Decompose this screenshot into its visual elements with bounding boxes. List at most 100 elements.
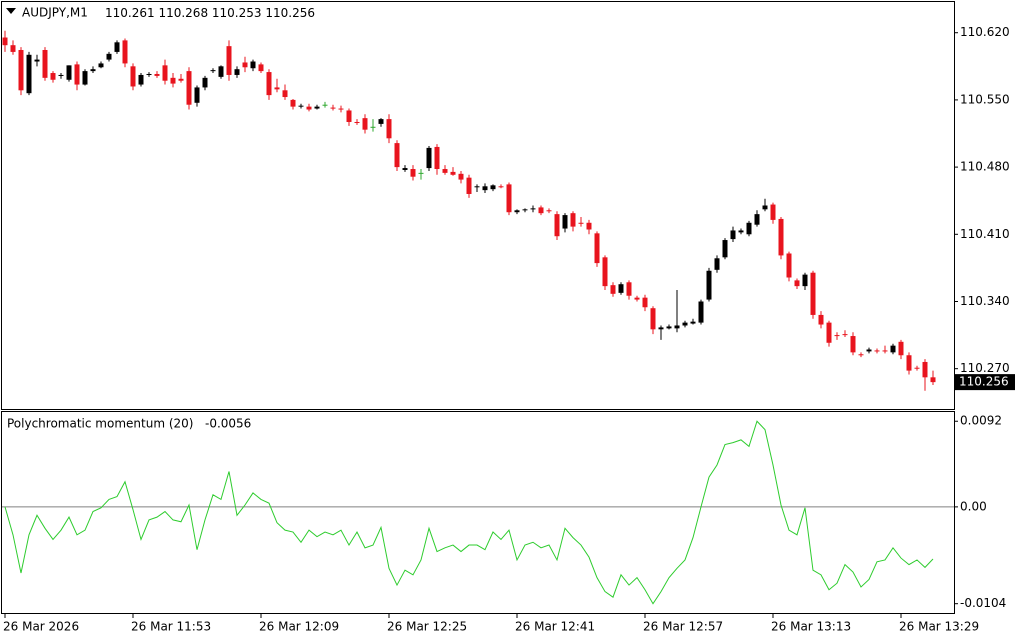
candle-body bbox=[138, 74, 144, 85]
last-price-box bbox=[955, 374, 1015, 391]
candle-body bbox=[594, 233, 600, 264]
candle-body bbox=[714, 258, 720, 270]
y-tick-label: 110.480 bbox=[960, 160, 1010, 174]
candle-body bbox=[50, 73, 56, 80]
candle-body bbox=[906, 355, 912, 371]
candle-body bbox=[586, 222, 592, 230]
candle-body bbox=[450, 171, 456, 175]
candle-body bbox=[322, 104, 328, 106]
ohlc-value: 110.268 bbox=[158, 6, 208, 20]
candle-body bbox=[178, 78, 184, 81]
symbol: AUDJPY,M1 bbox=[22, 6, 88, 20]
candle-body bbox=[338, 108, 344, 110]
candle-body bbox=[210, 70, 216, 72]
candle-body bbox=[434, 146, 440, 170]
candle-body bbox=[770, 204, 776, 220]
candle-body bbox=[370, 126, 376, 128]
candle-body bbox=[242, 62, 248, 68]
candle-body bbox=[226, 46, 232, 75]
x-tick-label: 26 Mar 13:13 bbox=[771, 620, 851, 634]
y-tick-label: 110.340 bbox=[960, 294, 1010, 308]
candle-body bbox=[898, 341, 904, 356]
candle-body bbox=[346, 110, 352, 122]
y-tick-label: 110.620 bbox=[960, 25, 1010, 39]
candle-body bbox=[698, 301, 704, 323]
candle-body bbox=[482, 186, 488, 191]
candle-body bbox=[834, 335, 840, 337]
candle-body bbox=[386, 119, 392, 139]
candle-body bbox=[306, 106, 312, 110]
candle-body bbox=[874, 350, 880, 352]
menu-arrow[interactable] bbox=[6, 8, 16, 14]
ohlc-value: 110.256 bbox=[265, 6, 315, 20]
candle-body bbox=[610, 285, 616, 294]
last-price-label: 110.256 bbox=[959, 375, 1009, 389]
candle-body bbox=[722, 240, 728, 258]
candle-body bbox=[218, 66, 224, 77]
candle-body bbox=[682, 322, 688, 326]
candle-body bbox=[602, 257, 608, 287]
candle-body bbox=[466, 177, 472, 194]
candle-body bbox=[26, 54, 32, 94]
candle-body bbox=[90, 69, 96, 72]
candle-body bbox=[258, 64, 264, 72]
candle-body bbox=[746, 222, 752, 235]
indicator-title: Polychromatic momentum (20) bbox=[7, 417, 193, 431]
candle-body bbox=[266, 72, 272, 96]
candle-body bbox=[626, 282, 632, 296]
candle-body bbox=[66, 65, 72, 80]
candle-body bbox=[914, 367, 920, 369]
candle-body bbox=[506, 184, 512, 213]
candle-body bbox=[106, 53, 112, 60]
candle-body bbox=[922, 361, 928, 378]
y-tick-label: 110.270 bbox=[960, 361, 1010, 375]
candle-body bbox=[858, 354, 864, 356]
candle-body bbox=[186, 71, 192, 105]
candle-body bbox=[930, 377, 936, 383]
candle-body bbox=[114, 42, 120, 52]
candle-body bbox=[842, 334, 848, 336]
candle-body bbox=[202, 77, 208, 88]
candle-body bbox=[786, 253, 792, 278]
candle-body bbox=[778, 218, 784, 256]
candle-body bbox=[818, 314, 824, 325]
candle-body bbox=[706, 270, 712, 300]
candle-body bbox=[2, 37, 8, 46]
candle-body bbox=[762, 205, 768, 210]
candle-body bbox=[522, 209, 528, 211]
candle-body bbox=[314, 106, 320, 109]
candle-body bbox=[730, 230, 736, 240]
x-tick-label: 26 Mar 12:41 bbox=[515, 620, 595, 634]
candle-body bbox=[362, 118, 368, 130]
candle-body bbox=[394, 143, 400, 168]
candle-body bbox=[170, 77, 176, 84]
candle-body bbox=[562, 215, 568, 229]
candle-body bbox=[514, 210, 520, 213]
ohlc-value: 110.261 bbox=[105, 6, 155, 20]
candle-body bbox=[658, 327, 664, 330]
candle-body bbox=[674, 325, 680, 329]
indicator-line bbox=[4, 420, 934, 605]
candle-body bbox=[418, 172, 424, 174]
candle-body bbox=[554, 214, 560, 237]
candle-body bbox=[10, 45, 16, 52]
candle-body bbox=[274, 87, 280, 90]
candle-body bbox=[642, 297, 648, 308]
candle-body bbox=[498, 186, 504, 188]
candle-body bbox=[58, 74, 64, 76]
candle-body bbox=[426, 147, 432, 169]
y-tick-label: 110.410 bbox=[960, 227, 1010, 241]
x-tick-label: 26 Mar 12:57 bbox=[643, 620, 723, 634]
candle-body bbox=[546, 210, 552, 212]
candle-body bbox=[194, 87, 200, 103]
indicator-panel bbox=[1, 411, 955, 614]
candle-body bbox=[34, 59, 40, 62]
candle-body bbox=[282, 90, 288, 98]
candle-body bbox=[794, 280, 800, 287]
candle-body bbox=[826, 322, 832, 343]
candle-body bbox=[474, 186, 480, 188]
candle-body bbox=[74, 64, 80, 85]
candle-body bbox=[578, 222, 584, 224]
x-tick-label: 26 Mar 2026 bbox=[3, 620, 79, 634]
